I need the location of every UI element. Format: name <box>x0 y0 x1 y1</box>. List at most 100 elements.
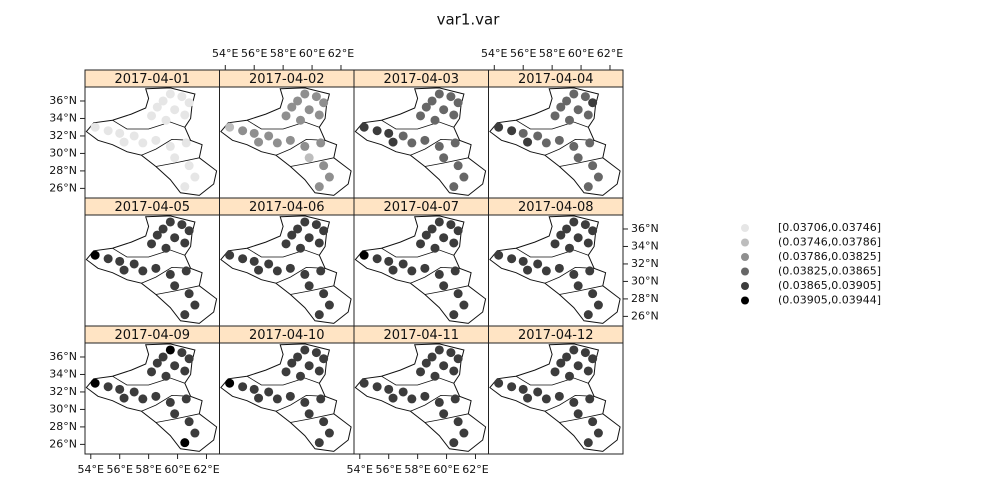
station-point <box>165 345 175 355</box>
station-point <box>556 230 566 240</box>
station-point <box>554 135 564 145</box>
station-point <box>180 182 190 192</box>
strip-label: 2017-04-10 <box>249 328 325 343</box>
station-point <box>285 263 295 273</box>
station-point <box>119 393 129 403</box>
legend-symbol <box>741 282 749 290</box>
region-border <box>275 138 326 156</box>
legend-symbol <box>741 267 749 276</box>
region-outline <box>85 343 218 452</box>
region-border <box>544 266 595 284</box>
station-point <box>254 265 264 275</box>
station-point <box>300 89 310 99</box>
station-point <box>314 438 324 448</box>
station-point <box>416 239 426 249</box>
station-point <box>583 366 593 376</box>
strip-label: 2017-04-02 <box>249 72 325 87</box>
station-point <box>523 265 533 275</box>
region-outline <box>354 87 487 196</box>
station-point <box>161 243 171 253</box>
station-point <box>420 263 430 273</box>
strip-label: 2017-04-04 <box>518 72 594 87</box>
station-point <box>434 217 444 227</box>
station-point <box>518 384 528 394</box>
region-border <box>155 413 200 423</box>
station-point <box>554 391 564 401</box>
station-point <box>184 226 194 236</box>
station-point <box>238 382 248 392</box>
y-tick-label: 30°N <box>49 402 77 415</box>
station-point <box>170 281 180 291</box>
station-point <box>304 409 314 419</box>
x-tick-label: 62°E <box>462 463 488 476</box>
station-point <box>170 361 180 371</box>
station-point <box>453 226 463 236</box>
station-point <box>115 256 125 266</box>
station-point <box>421 230 431 240</box>
station-point <box>238 126 248 136</box>
station-point <box>593 428 603 438</box>
station-point <box>550 367 560 377</box>
station-point <box>319 161 329 171</box>
station-point <box>449 110 459 120</box>
station-point <box>190 172 200 182</box>
station-point <box>324 172 334 182</box>
station-point <box>158 96 168 106</box>
station-point <box>147 111 157 121</box>
region-border <box>246 247 320 258</box>
region-border <box>410 138 460 156</box>
station-point <box>165 269 175 279</box>
station-point <box>285 391 295 401</box>
station-point <box>416 111 426 121</box>
station-point <box>90 250 100 260</box>
station-point <box>285 135 295 145</box>
station-point <box>138 138 148 148</box>
station-point <box>165 397 175 407</box>
station-point <box>304 281 314 291</box>
station-point <box>583 438 593 448</box>
station-point <box>562 352 572 362</box>
region-border <box>141 266 191 284</box>
title: var1.var <box>437 11 501 29</box>
x-tick-label: 62°E <box>597 47 623 60</box>
station-point <box>564 243 574 253</box>
region-border <box>381 247 454 258</box>
y-tick-label: 30°N <box>631 274 659 287</box>
region-border <box>515 375 589 386</box>
region-border <box>275 266 326 284</box>
y-tick-label: 26°N <box>631 309 659 322</box>
station-point <box>119 137 129 147</box>
region-outline <box>489 343 621 452</box>
station-point <box>583 110 593 120</box>
station-point <box>407 394 417 404</box>
station-point <box>439 105 449 115</box>
station-point <box>190 300 200 310</box>
region-border <box>559 285 603 295</box>
region-outline <box>489 215 621 324</box>
station-point <box>439 281 449 291</box>
station-point <box>249 256 259 266</box>
region-outline <box>354 215 487 324</box>
station-point <box>518 128 528 138</box>
x-tick-label: 62°E <box>193 463 219 476</box>
station-point <box>293 96 303 106</box>
station-point <box>507 126 517 136</box>
station-point <box>152 230 162 240</box>
strip-label: 2017-04-05 <box>114 200 190 215</box>
station-point <box>177 220 187 230</box>
station-point <box>319 354 329 364</box>
station-point <box>372 126 382 136</box>
station-point <box>518 256 528 266</box>
legend-symbol <box>741 296 749 305</box>
station-point <box>181 138 191 148</box>
station-point <box>593 172 603 182</box>
station-point <box>573 281 583 291</box>
legend-label: (0.03786,0.03825] <box>778 250 881 263</box>
y-tick-label: 32°N <box>49 385 77 398</box>
station-point <box>238 254 248 264</box>
station-point <box>398 387 408 397</box>
station-point <box>161 371 171 381</box>
station-point <box>580 348 590 358</box>
station-point <box>180 310 190 320</box>
y-tick-label: 34°N <box>631 239 659 252</box>
